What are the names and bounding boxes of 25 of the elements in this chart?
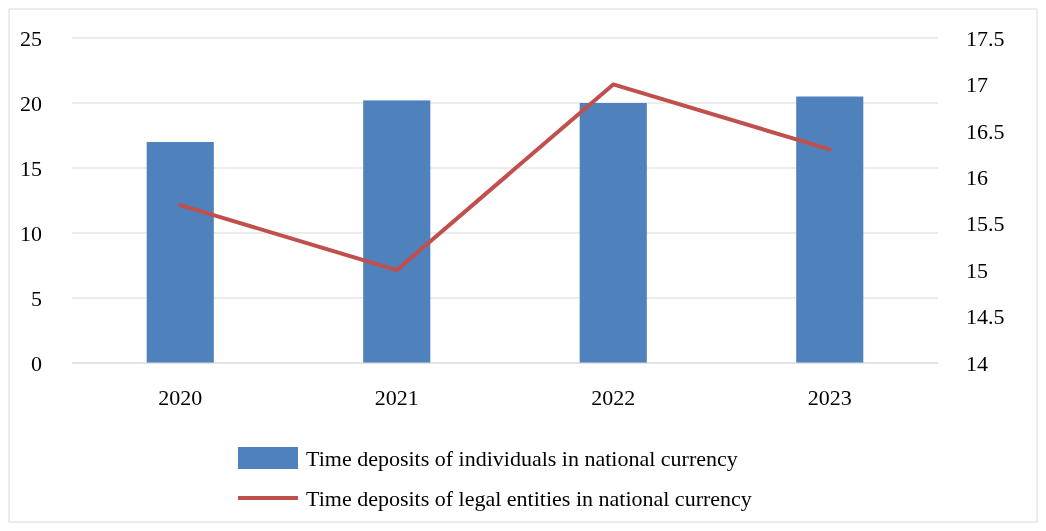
y2-tick-label: 17.5 (966, 25, 1005, 51)
bar (146, 142, 214, 363)
y-tick-label: 0 (31, 350, 42, 376)
x-tick-label: 2022 (591, 385, 636, 410)
x-tick-label: 2021 (374, 385, 419, 410)
y-tick-label: 15 (20, 155, 42, 181)
y-tick-label: 25 (20, 25, 42, 51)
legend-label: Time deposits of legal entities in national currency (306, 485, 752, 511)
y2-tick-label: 17 (966, 72, 988, 98)
y2-tick-label: 14.5 (966, 304, 1005, 330)
y2-tick-label: 16 (966, 164, 988, 190)
bar (579, 103, 647, 363)
x-tick-label: 2020 (158, 385, 203, 410)
y-tick-label: 10 (20, 220, 42, 246)
legend-label: Time deposits of individuals in national currency (306, 445, 738, 471)
bar (796, 96, 864, 363)
y-tick-label: 20 (20, 90, 42, 116)
y2-tick-label: 16.5 (966, 118, 1005, 144)
y2-tick-label: 15 (966, 257, 988, 283)
line-series (178, 82, 832, 273)
bar (363, 100, 431, 363)
y-tick-label: 5 (31, 285, 42, 311)
y2-tick-label: 14 (966, 350, 988, 376)
x-tick-label: 2023 (807, 385, 852, 410)
y2-tick-label: 15.5 (966, 211, 1005, 237)
